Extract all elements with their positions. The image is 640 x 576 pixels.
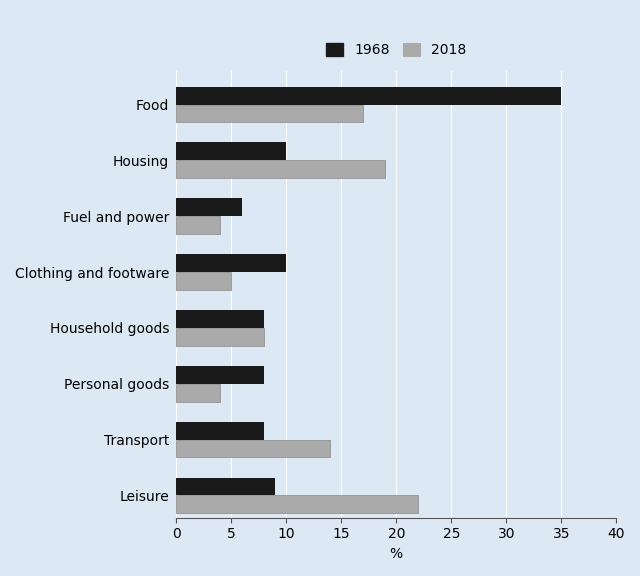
Bar bbox=[176, 422, 264, 439]
Bar bbox=[176, 495, 419, 513]
Bar bbox=[176, 142, 286, 160]
Bar bbox=[176, 478, 275, 495]
Bar bbox=[176, 160, 385, 178]
Bar bbox=[176, 254, 286, 272]
Bar bbox=[176, 216, 220, 234]
Bar bbox=[176, 328, 264, 346]
Bar bbox=[176, 310, 264, 328]
Bar bbox=[176, 384, 220, 401]
Bar bbox=[176, 104, 364, 122]
Bar bbox=[176, 86, 561, 104]
Bar bbox=[176, 366, 264, 384]
Bar bbox=[176, 439, 330, 457]
X-axis label: %: % bbox=[390, 547, 403, 561]
Legend: 1968, 2018: 1968, 2018 bbox=[321, 38, 472, 63]
Bar bbox=[176, 198, 243, 216]
Bar bbox=[176, 272, 231, 290]
